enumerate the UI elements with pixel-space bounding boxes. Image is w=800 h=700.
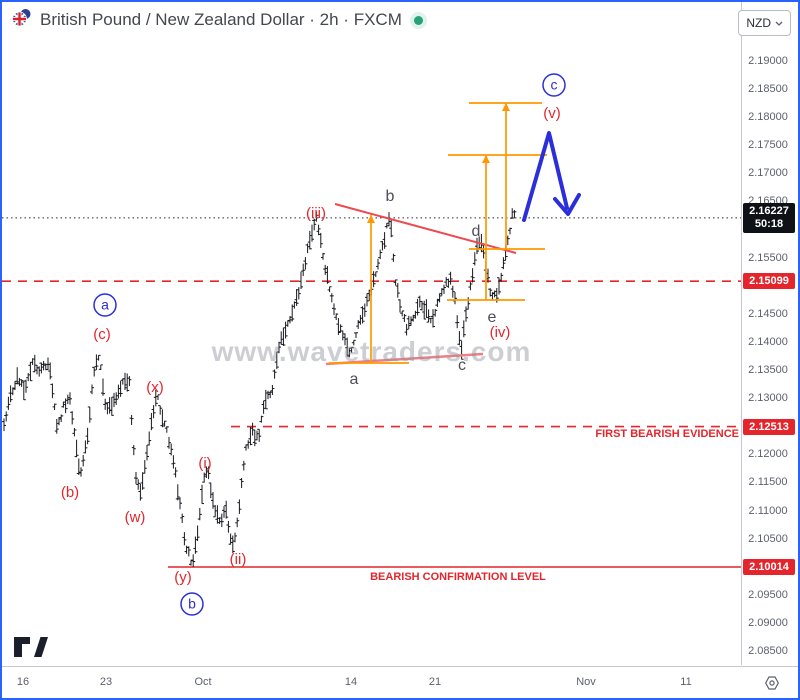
price-axis-label: 2.12000 [748, 448, 788, 461]
price-bars [2, 208, 517, 568]
chevron-down-icon [775, 21, 783, 26]
time-axis-label: 16 [16, 676, 30, 688]
symbol-header: British Pound / New Zealand Dollar · 2h … [12, 8, 427, 32]
price-alert-badge: 2.15099 [743, 273, 795, 290]
price-axis[interactable]: 2.19000 2.18500 2.18000 2.17500 2.17000 2.165… [742, 2, 798, 665]
time-axis-label: 23 [99, 676, 113, 688]
price-axis-label: 2.10500 [748, 532, 788, 545]
price-axis-label: 2.18000 [748, 111, 788, 124]
price-alert-badge: 2.10014 [743, 559, 795, 575]
price-axis-label: 2.17000 [748, 167, 788, 180]
time-axis-label: 14 [344, 676, 358, 688]
time-axis-label: 21 [428, 676, 442, 688]
bar-countdown: 50:18 [754, 217, 784, 230]
measurement-lines[interactable] [329, 102, 547, 364]
chart-area[interactable]: (c) (b) (w) (x) (y) (i) (ii) (iii) (iv) (v) a b c d e a… [2, 2, 742, 665]
level-annotation: BEARISH CONFIRMATION LEVEL [370, 571, 546, 583]
price-badge-current: 2.16227 50:18 [743, 202, 795, 233]
wave-label: (iv) [490, 324, 511, 341]
price-axis-label: 2.11500 [748, 476, 788, 489]
price-axis-label: 2.13000 [748, 392, 788, 405]
svg-text:c: c [551, 77, 558, 93]
wave-label: e [488, 309, 497, 326]
wave-label: (v) [543, 105, 561, 122]
wave-label: (b) [61, 484, 79, 501]
price-axis-label: 2.14500 [748, 307, 788, 320]
time-axis[interactable]: 16 23 Oct 14 21 Nov 11 [2, 666, 798, 698]
price-axis-label: 2.09500 [748, 588, 788, 601]
axis-settings-icon[interactable] [764, 675, 780, 696]
market-status-icon[interactable] [409, 11, 427, 29]
svg-text:a: a [101, 297, 109, 313]
level-annotation: FIRST BEARISH EVIDENCE [595, 428, 739, 440]
wave-label: (i) [198, 455, 211, 472]
price-axis-label: 2.09000 [748, 616, 788, 629]
time-axis-label: 11 [680, 676, 692, 688]
wave-label: c [458, 357, 466, 374]
symbol-flag-icon [12, 8, 32, 32]
currency-selector[interactable]: NZD [738, 10, 791, 36]
currency-label: NZD [746, 16, 771, 30]
wave-label: a [350, 371, 359, 388]
price-axis-label: 2.19000 [748, 55, 788, 67]
wave-label: (y) [174, 569, 192, 586]
wave-label: b [386, 188, 395, 205]
circled-wave-label [93, 293, 117, 317]
price-axis-label: 2.13500 [748, 364, 788, 377]
svg-text:b: b [188, 596, 196, 612]
price-axis-label: 2.17500 [748, 139, 788, 152]
wave-labels[interactable]: (c) (b) (w) (x) (y) (i) (ii) (iii) (iv) (v) a b c d e a… [61, 73, 566, 616]
price-axis-label: 2.14000 [748, 335, 788, 348]
circled-wave-label [180, 592, 204, 616]
time-axis-label: Nov [576, 676, 596, 688]
price-alert-badge: 2.12513 [743, 418, 795, 435]
wave-label: (c) [93, 326, 111, 343]
price-axis-label: 2.08500 [748, 645, 788, 658]
price-axis-label: 2.11000 [748, 504, 788, 517]
forecast-arrow[interactable] [522, 131, 581, 222]
tradingview-logo-icon[interactable] [14, 636, 48, 663]
current-price-value: 2.16227 [749, 204, 789, 217]
time-axis-label: Oct [194, 676, 212, 688]
symbol-title[interactable]: British Pound / New Zealand Dollar · 2h … [40, 10, 402, 29]
chart-canvas[interactable]: (c) (b) (w) (x) (y) (i) (ii) (iii) (iv) (v) a b c d e a… [2, 2, 741, 665]
wave-label: (ii) [230, 551, 247, 568]
price-axis-label: 2.18500 [748, 83, 788, 96]
circled-wave-label [542, 73, 566, 97]
wave-label: d [472, 223, 481, 240]
wave-label: (w) [125, 509, 146, 526]
wave-label: (x) [146, 379, 164, 396]
wave-label: (iii) [306, 205, 326, 222]
price-axis-label: 2.15500 [748, 251, 788, 264]
